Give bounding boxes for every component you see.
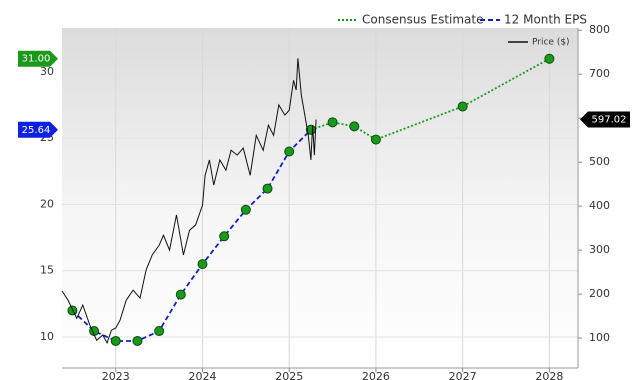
legend-label: Consensus Estimate <box>362 13 484 27</box>
series-line <box>61 58 317 345</box>
data-point <box>544 53 555 64</box>
y2-tick-label: 200 <box>589 287 610 300</box>
x-tick-label: 2026 <box>362 370 390 380</box>
y2-tick-label: 100 <box>589 331 610 344</box>
x-tick-label: 2025 <box>275 370 303 380</box>
data-point <box>262 183 273 194</box>
data-point <box>132 335 143 346</box>
data-point <box>197 259 208 270</box>
data-point <box>284 146 295 157</box>
data-point <box>240 204 251 215</box>
plot-area <box>62 28 578 368</box>
x-tick-label: 2023 <box>102 370 130 380</box>
y-tick-label: 15 <box>40 264 54 277</box>
y-tick-label: 10 <box>40 330 54 343</box>
data-point <box>110 335 121 346</box>
data-point <box>175 289 186 300</box>
y2-tick-label: 700 <box>589 67 610 80</box>
value-tag-label: 25.64 <box>22 125 51 136</box>
data-point <box>219 231 230 242</box>
data-point <box>349 121 360 132</box>
y2-tick-label: 400 <box>589 199 610 212</box>
value-tag-label: 31.00 <box>22 54 51 65</box>
x-tick-label: 2027 <box>449 370 477 380</box>
x-tick-label: 2024 <box>188 370 216 380</box>
data-point <box>327 117 338 128</box>
data-point <box>154 326 165 337</box>
y2-tick-label: 800 <box>589 23 610 36</box>
price-tag-label: 597.02 <box>592 114 627 125</box>
data-point <box>370 134 381 145</box>
y2-tick-label: 300 <box>589 243 610 256</box>
legend-label: 12 Month EPS <box>504 13 587 27</box>
x-tick-label: 2028 <box>535 370 563 380</box>
data-point <box>457 101 468 112</box>
y2-tick-label: 500 <box>589 155 610 168</box>
y-tick-label: 20 <box>40 197 54 210</box>
series-line <box>310 57 550 141</box>
price-tag <box>580 111 630 128</box>
value-tag <box>18 121 58 138</box>
data-point <box>67 305 78 316</box>
y-tick-label: 30 <box>40 65 54 78</box>
legend-label: Price ($) <box>532 38 570 48</box>
value-tag <box>18 50 58 67</box>
